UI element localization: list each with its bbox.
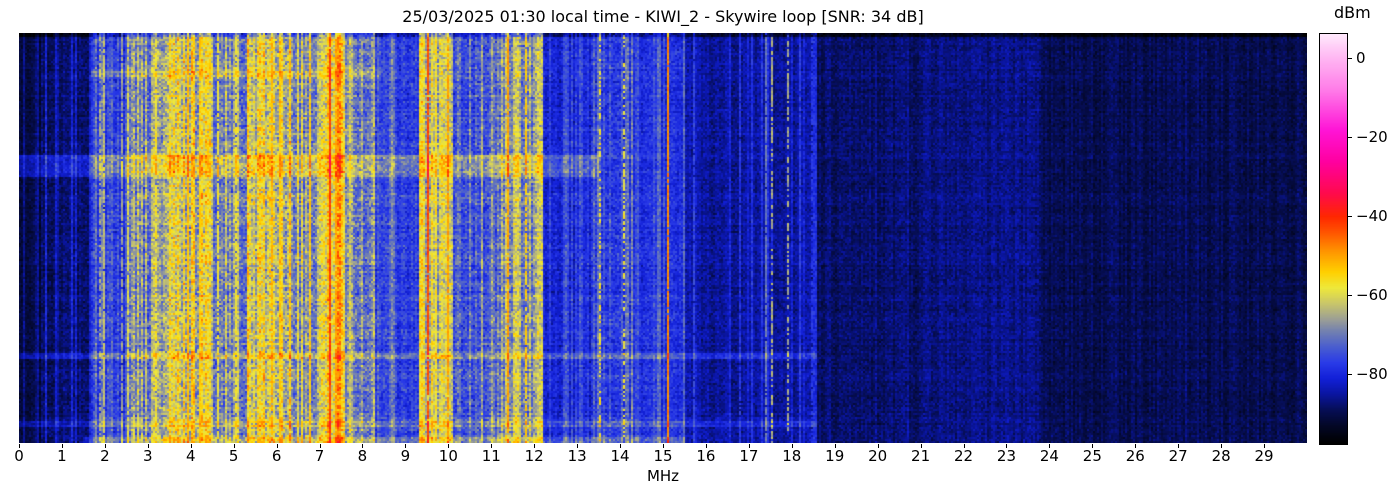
x-tick-mark [319, 444, 321, 448]
chart-title: 25/03/2025 01:30 local time - KIWI_2 - S… [402, 7, 924, 26]
x-tick-label: 27 [1168, 447, 1188, 465]
x-tick-label: 21 [911, 447, 931, 465]
x-tick-label: 11 [481, 447, 501, 465]
x-tick-label: 3 [143, 447, 153, 465]
colorbar-gradient [1320, 34, 1347, 444]
x-tick-mark [705, 444, 707, 448]
colorbar-tick-mark [1347, 136, 1352, 138]
spectrogram-heatmap [19, 33, 1307, 443]
x-tick-mark [448, 444, 450, 448]
x-tick-label: 6 [271, 447, 282, 465]
x-tick-label: 1 [57, 447, 67, 465]
x-tick-label: 18 [782, 447, 802, 465]
x-tick-label: 16 [696, 447, 716, 465]
colorbar [1319, 33, 1348, 445]
x-tick-mark [1049, 444, 1051, 448]
x-tick-label: 12 [524, 447, 544, 465]
x-tick-mark [233, 444, 235, 448]
x-tick-mark [834, 444, 836, 448]
x-tick-mark [534, 444, 536, 448]
x-tick-mark [963, 444, 965, 448]
x-tick-label: 19 [825, 447, 845, 465]
x-tick-mark [1006, 444, 1008, 448]
x-tick-label: 14 [610, 447, 630, 465]
x-tick-mark [405, 444, 407, 448]
x-tick-mark [748, 444, 750, 448]
x-tick-mark [791, 444, 793, 448]
x-tick-label: 28 [1211, 447, 1231, 465]
colorbar-tick-label: −60 [1356, 285, 1388, 304]
colorbar-tick-label: 0 [1356, 48, 1366, 67]
x-tick-label: 26 [1125, 447, 1145, 465]
x-tick-mark [1135, 444, 1137, 448]
x-tick-mark [1264, 444, 1266, 448]
x-tick-mark [19, 444, 20, 448]
x-tick-label: 24 [1039, 447, 1059, 465]
x-tick-mark [190, 444, 192, 448]
x-tick-mark [1221, 444, 1223, 448]
x-tick-mark [877, 444, 879, 448]
x-tick-mark [920, 444, 922, 448]
x-tick-label: 9 [400, 447, 411, 465]
x-tick-label: 17 [739, 447, 759, 465]
x-tick-label: 10 [438, 447, 458, 465]
colorbar-tick-label: −20 [1356, 127, 1388, 146]
spectrogram-plot [19, 33, 1307, 443]
x-tick-label: 13 [567, 447, 587, 465]
colorbar-tick-label: −80 [1356, 364, 1388, 383]
x-tick-label: 2 [100, 447, 110, 465]
colorbar-tick-label: −40 [1356, 206, 1388, 225]
x-tick-mark [620, 444, 622, 448]
x-tick-mark [1178, 444, 1180, 448]
x-tick-mark [1092, 444, 1094, 448]
x-tick-label: 4 [185, 447, 196, 465]
colorbar-tick-mark [1347, 57, 1352, 59]
x-tick-mark [491, 444, 493, 448]
x-tick-label: 5 [228, 447, 239, 465]
x-tick-mark [61, 444, 63, 448]
x-tick-mark [104, 444, 106, 448]
x-tick-label: 15 [653, 447, 673, 465]
x-tick-label: 0 [14, 447, 24, 465]
x-tick-label: 20 [868, 447, 888, 465]
colorbar-tick-mark [1347, 373, 1352, 375]
x-tick-label: 22 [953, 447, 974, 465]
x-tick-mark [362, 444, 364, 448]
colorbar-label: dBm [1334, 3, 1371, 22]
colorbar-tick-mark [1347, 294, 1352, 296]
x-tick-mark [577, 444, 579, 448]
x-tick-label: 8 [357, 447, 368, 465]
x-tick-mark [663, 444, 664, 448]
x-tick-mark [276, 444, 278, 448]
x-tick-label: 7 [314, 447, 325, 465]
colorbar-tick-mark [1347, 215, 1352, 217]
x-tick-label: 23 [996, 447, 1016, 465]
x-tick-label: 25 [1082, 447, 1102, 465]
x-tick-label: 29 [1254, 447, 1274, 465]
x-axis-label: MHz [646, 467, 680, 485]
x-tick-mark [147, 444, 149, 448]
